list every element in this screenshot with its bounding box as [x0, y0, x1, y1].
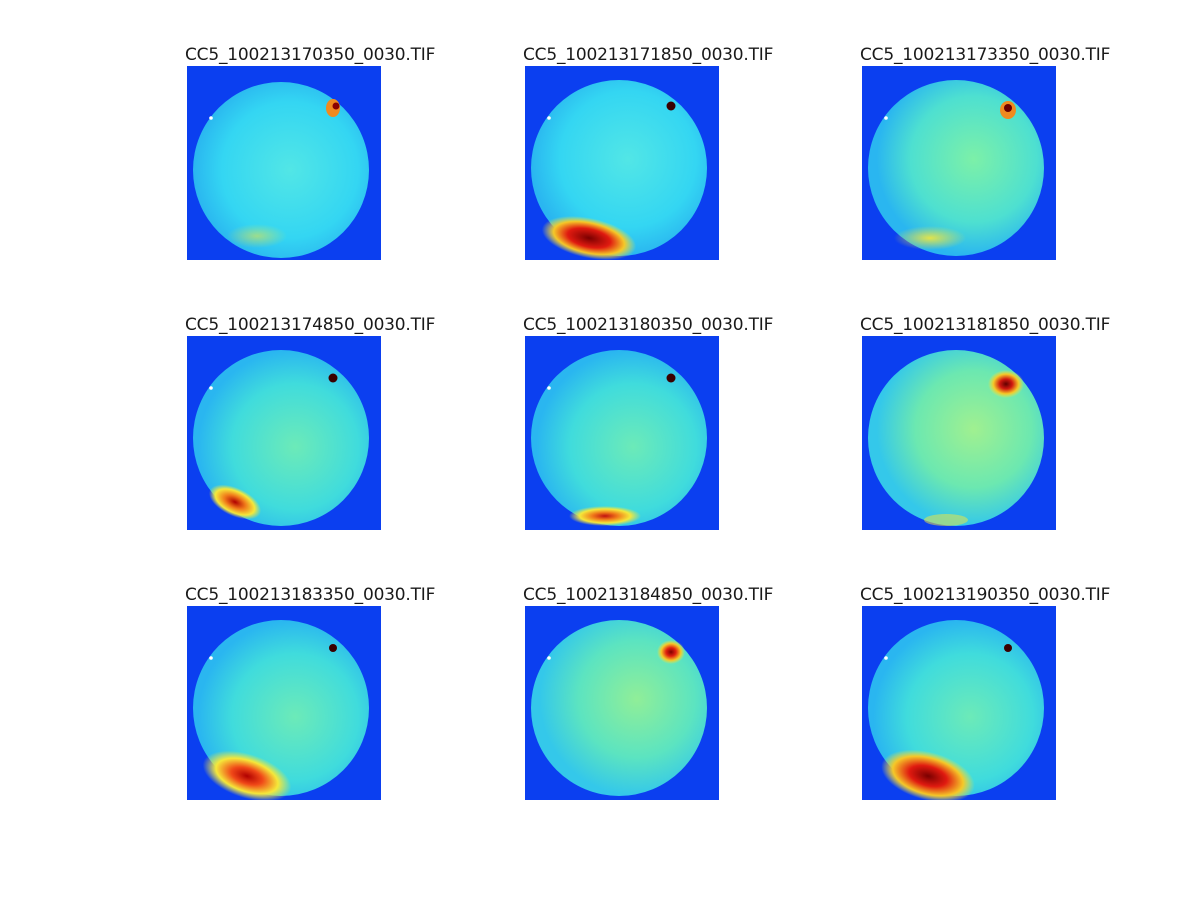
- false-color-image: [187, 66, 381, 260]
- panel-title: CC5_100213171850_0030.TIF: [523, 45, 774, 65]
- image-panel-3: CC5_100213173350_0030.TIF: [860, 44, 1140, 264]
- panel-title: CC5_100213174850_0030.TIF: [185, 315, 436, 335]
- image-panel-5: CC5_100213180350_0030.TIF: [523, 314, 803, 534]
- image-panel-1: CC5_100213170350_0030.TIF: [185, 44, 465, 264]
- image-panel-4: CC5_100213174850_0030.TIF: [185, 314, 465, 534]
- panel-title: CC5_100213181850_0030.TIF: [860, 315, 1111, 335]
- false-color-image: [187, 606, 381, 800]
- panel-title: CC5_100213184850_0030.TIF: [523, 585, 774, 605]
- image-panel-8: CC5_100213184850_0030.TIF: [523, 584, 803, 804]
- image-panel-2: CC5_100213171850_0030.TIF: [523, 44, 803, 264]
- panel-title: CC5_100213183350_0030.TIF: [185, 585, 436, 605]
- false-color-image: [187, 336, 381, 530]
- panel-title: CC5_100213190350_0030.TIF: [860, 585, 1111, 605]
- image-panel-9: CC5_100213190350_0030.TIF: [860, 584, 1140, 804]
- image-panel-6: CC5_100213181850_0030.TIF: [860, 314, 1140, 534]
- false-color-image: [862, 66, 1056, 260]
- false-color-image: [862, 336, 1056, 530]
- false-color-image: [525, 336, 719, 530]
- panel-title: CC5_100213180350_0030.TIF: [523, 315, 774, 335]
- panel-title: CC5_100213173350_0030.TIF: [860, 45, 1111, 65]
- false-color-image: [862, 606, 1056, 800]
- false-color-image: [525, 66, 719, 260]
- false-color-image: [525, 606, 719, 800]
- panel-title: CC5_100213170350_0030.TIF: [185, 45, 436, 65]
- image-panel-7: CC5_100213183350_0030.TIF: [185, 584, 465, 804]
